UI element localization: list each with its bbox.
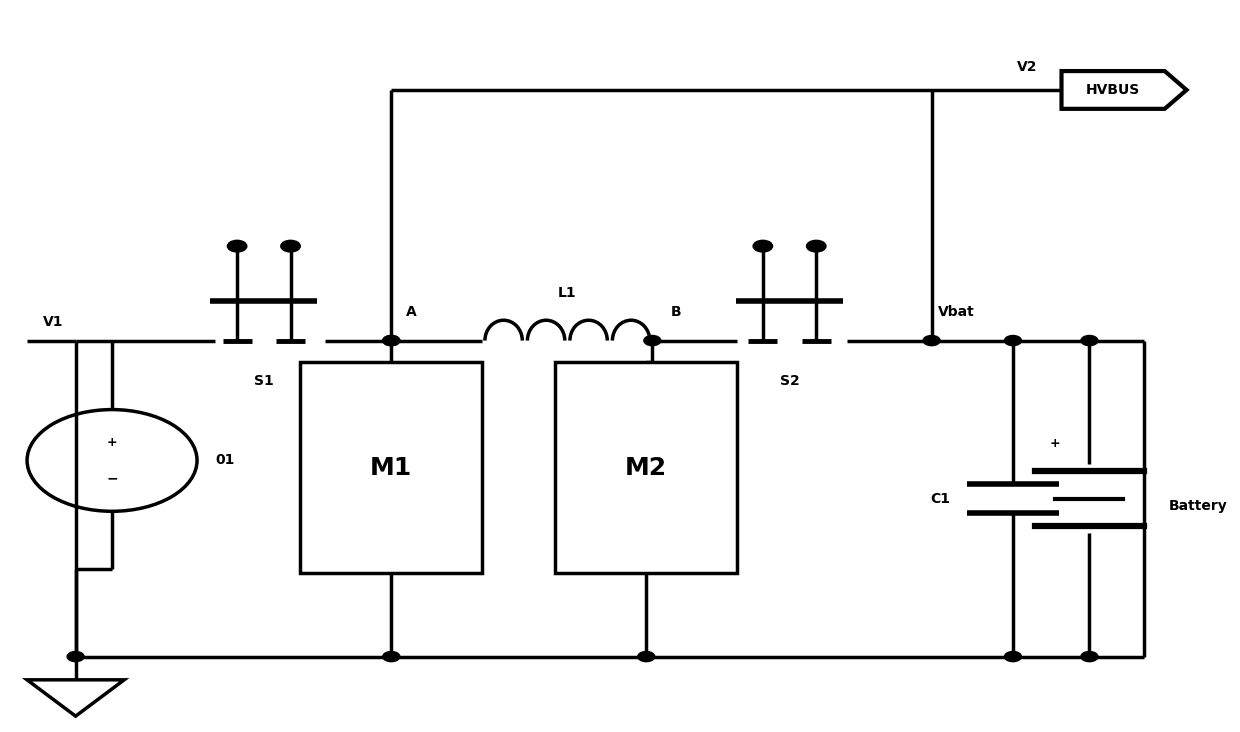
Text: B: B: [671, 305, 681, 318]
Circle shape: [280, 240, 300, 252]
Circle shape: [753, 240, 773, 252]
Text: HVBUS: HVBUS: [1086, 83, 1141, 97]
Text: Vbat: Vbat: [937, 305, 975, 318]
Circle shape: [1081, 651, 1097, 662]
Text: −: −: [107, 471, 118, 485]
Text: V2: V2: [1017, 60, 1037, 74]
Bar: [556, 362, 738, 573]
Circle shape: [67, 651, 84, 662]
Text: S2: S2: [780, 373, 800, 387]
Circle shape: [1004, 335, 1022, 346]
Text: M2: M2: [625, 456, 667, 479]
Text: +: +: [1050, 437, 1060, 450]
Text: 01: 01: [216, 453, 234, 468]
Circle shape: [383, 335, 399, 346]
Circle shape: [923, 335, 940, 346]
Circle shape: [1081, 335, 1097, 346]
Bar: [300, 362, 482, 573]
Text: V1: V1: [43, 315, 63, 329]
Text: +: +: [107, 436, 118, 449]
Circle shape: [806, 240, 826, 252]
Circle shape: [644, 335, 661, 346]
Text: M1: M1: [371, 456, 413, 479]
Circle shape: [637, 651, 655, 662]
Text: Battery: Battery: [1168, 498, 1228, 513]
Circle shape: [383, 651, 399, 662]
Circle shape: [1004, 651, 1022, 662]
Text: L1: L1: [558, 286, 577, 300]
Text: C1: C1: [930, 492, 950, 506]
Circle shape: [227, 240, 247, 252]
Text: A: A: [405, 305, 417, 318]
Text: S1: S1: [254, 373, 274, 387]
Circle shape: [383, 335, 399, 346]
